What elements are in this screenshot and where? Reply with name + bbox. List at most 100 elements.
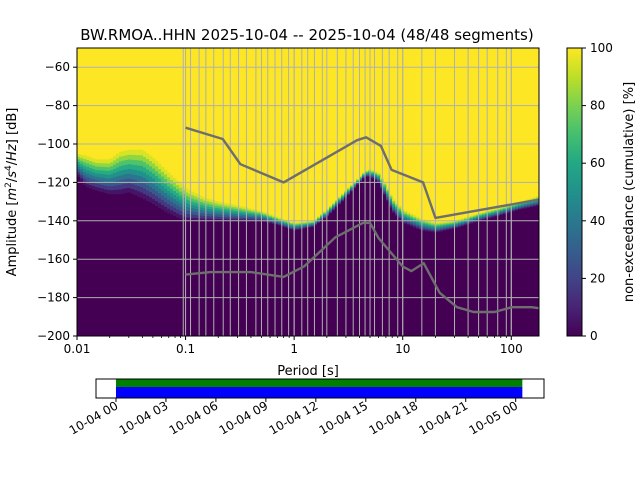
band-cell: [359, 178, 363, 180]
band-cell: [419, 224, 423, 227]
band-cell: [275, 220, 279, 223]
band-cell: [119, 193, 123, 336]
band-cell: [128, 159, 132, 165]
band-cell: [491, 213, 495, 215]
band-cell: [428, 225, 432, 228]
band-cell: [203, 202, 207, 206]
band-cell: [155, 160, 159, 167]
band-cell: [77, 171, 81, 175]
band-cell: [455, 226, 459, 229]
band-cell: [362, 176, 366, 178]
band-cell: [176, 205, 180, 210]
band-cell: [275, 221, 279, 224]
band-cell: [137, 196, 141, 336]
band-cell: [428, 221, 432, 223]
band-cell: [299, 225, 303, 228]
band-cell: [380, 182, 384, 184]
band-cell: [176, 188, 180, 194]
band-cell: [89, 170, 93, 175]
band-cell: [173, 211, 177, 217]
band-cell: [428, 230, 432, 232]
band-cell: [458, 226, 462, 228]
band-cell: [95, 186, 99, 191]
band-cell: [407, 216, 411, 219]
band-cell: [494, 209, 498, 211]
band-cell: [314, 218, 318, 220]
band-cell: [230, 206, 234, 209]
band-cell: [80, 174, 84, 179]
band-cell: [386, 201, 390, 336]
band-cell: [482, 212, 486, 214]
band-cell: [341, 197, 345, 199]
y-label-part: Hz: [5, 143, 20, 161]
band-cell: [194, 196, 198, 200]
band-cell: [488, 216, 492, 218]
band-cell: [275, 217, 279, 219]
band-cell: [236, 207, 240, 210]
band-cell: [392, 212, 396, 336]
band-cell: [209, 199, 213, 203]
band-cell: [98, 169, 102, 174]
band-cell: [506, 207, 510, 210]
band-cell: [458, 226, 462, 336]
band-cell: [251, 218, 255, 220]
band-cell: [527, 206, 531, 208]
psd-plot-area: [76, 47, 540, 337]
band-cell: [173, 203, 177, 208]
band-cell: [131, 174, 135, 180]
band-cell: [440, 224, 444, 226]
band-cell: [533, 198, 537, 200]
band-cell: [461, 223, 465, 225]
band-cell: [173, 198, 177, 204]
band-cell: [479, 216, 483, 218]
band-cell: [284, 226, 288, 228]
band-cell: [161, 180, 165, 186]
band-cell: [431, 224, 435, 226]
band-cell: [443, 229, 447, 231]
band-cell: [80, 169, 84, 173]
band-cell: [185, 192, 189, 197]
band-cell: [371, 174, 375, 176]
band-cell: [191, 217, 195, 222]
band-cell: [101, 181, 105, 185]
band-cell: [503, 212, 507, 214]
band-cell: [119, 156, 123, 162]
band-cell: [155, 165, 159, 172]
band-cell: [143, 167, 147, 173]
band-cell: [413, 226, 417, 228]
band-cell: [518, 204, 522, 206]
band-cell: [143, 188, 147, 194]
band-cell: [350, 184, 354, 186]
band-cell: [320, 216, 324, 218]
band-cell: [389, 195, 393, 198]
band-cell: [536, 202, 539, 204]
band-cell: [92, 158, 96, 163]
band-cell: [437, 225, 441, 227]
band-cell: [404, 220, 408, 223]
band-cell: [293, 229, 297, 231]
band-cell: [272, 219, 276, 221]
band-cell: [107, 163, 111, 168]
band-cell: [137, 180, 141, 187]
band-cell: [512, 207, 516, 209]
band-cell: [122, 155, 126, 161]
band-cell: [506, 206, 510, 208]
band-cell: [236, 213, 240, 216]
band-cell: [377, 179, 381, 181]
band-cell: [239, 219, 243, 222]
band-cell: [473, 217, 477, 219]
band-cell: [191, 220, 195, 336]
band-cell: [146, 174, 150, 180]
band-cell: [131, 159, 135, 165]
colorbar-tick-label: 0: [590, 329, 598, 343]
band-cell: [359, 175, 363, 177]
timeline-tick-label: 10-04 03: [117, 398, 171, 437]
band-cell: [281, 218, 285, 220]
band-cell: [239, 214, 243, 217]
used-segments-bar: [115, 387, 523, 398]
band-cell: [449, 224, 453, 226]
band-cell: [323, 213, 327, 215]
band-cell: [497, 208, 501, 210]
